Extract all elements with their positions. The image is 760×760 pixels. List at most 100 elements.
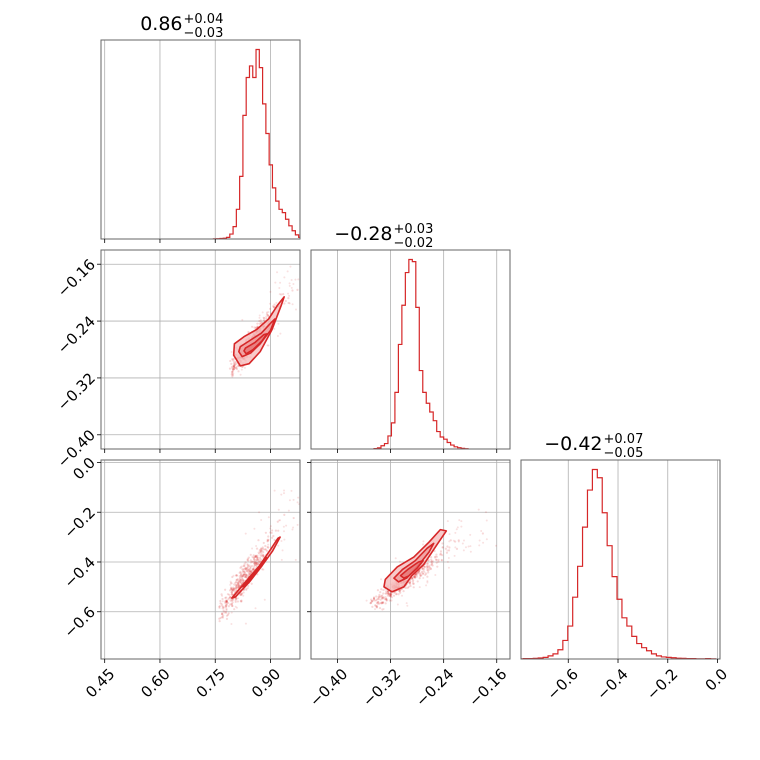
panel-title: 0.86 +0.04−0.03 [140, 12, 223, 41]
sample-point [374, 608, 377, 611]
histogram [212, 48, 300, 239]
sample-point [237, 585, 240, 589]
sample-point [231, 367, 234, 371]
sample-point [380, 578, 383, 581]
sample-point [257, 539, 260, 542]
sample-point [412, 582, 415, 585]
sample-point [237, 579, 240, 582]
sample-point [260, 547, 263, 551]
sample-point [395, 593, 398, 596]
sample-point [390, 592, 393, 596]
sample-point [370, 600, 374, 603]
sample-point [255, 562, 258, 566]
sample-point [389, 594, 392, 597]
histogram-step-line [373, 258, 469, 449]
sample-point [414, 574, 417, 577]
sample-point [435, 561, 438, 564]
sample-point [221, 612, 224, 615]
sample-point [435, 553, 438, 556]
sample-point [246, 566, 249, 569]
sample-point [269, 290, 272, 293]
sample-point [398, 560, 401, 563]
sample-point [448, 533, 451, 536]
sample-point [398, 589, 401, 592]
sample-point [279, 332, 282, 335]
sample-point [221, 600, 224, 603]
sample-point [423, 565, 426, 568]
sample-point [265, 549, 269, 552]
sample-point [256, 325, 259, 328]
panel-frame [310, 249, 511, 450]
sample-point [284, 299, 287, 303]
sample-point [405, 602, 408, 605]
sample-point [269, 531, 272, 534]
sample-point [221, 616, 224, 619]
sample-point [274, 281, 277, 284]
sample-point [255, 547, 259, 550]
sample-point [431, 564, 434, 567]
sample-point [229, 599, 232, 602]
y-tick-label: −0.4 [61, 553, 99, 591]
sample-point [381, 597, 384, 600]
sample-point [229, 580, 232, 583]
sample-point [265, 311, 269, 314]
sample-point [297, 278, 300, 281]
sample-point [445, 551, 449, 554]
sample-point [232, 368, 235, 371]
sample-point [254, 554, 257, 557]
sample-point [225, 600, 228, 603]
y-tick-label: −0.32 [54, 369, 99, 414]
sample-point [439, 552, 442, 555]
sample-point [426, 567, 429, 570]
sample-point [273, 305, 276, 308]
sample-point [296, 501, 299, 504]
sample-point [252, 566, 255, 569]
x-tick-label: −0.24 [412, 665, 457, 710]
sample-point [381, 597, 384, 600]
sample-point [422, 569, 425, 573]
sample-point [426, 581, 429, 584]
sample-point [253, 326, 256, 329]
sample-point [379, 595, 382, 598]
sample-point [247, 571, 250, 574]
sample-point [238, 575, 241, 578]
sample-point [264, 531, 267, 534]
panel-frame [100, 249, 301, 450]
sample-point [225, 608, 228, 611]
contour-level-3 [247, 563, 263, 581]
sample-point [253, 560, 256, 563]
panel-title: −0.42 +0.07−0.05 [544, 432, 643, 461]
title-upper-error: +0.04 [184, 12, 224, 27]
sample-point [232, 362, 236, 365]
sample-point [255, 556, 259, 559]
sample-point [380, 601, 383, 604]
sample-point [235, 586, 238, 589]
sample-point [241, 575, 244, 578]
sample-point [301, 492, 303, 494]
sample-point [258, 552, 261, 555]
title-lower-error: −0.03 [184, 26, 224, 41]
sample-point [377, 601, 380, 604]
sample-point [259, 550, 262, 553]
sample-point [241, 574, 245, 577]
title-lower-error: −0.05 [604, 446, 644, 461]
sample-point [446, 545, 449, 548]
sample-point [378, 593, 381, 596]
sample-point [254, 562, 257, 565]
sample-point [261, 568, 264, 571]
sample-point [259, 319, 262, 322]
sample-point [418, 586, 421, 589]
sample-point [270, 536, 274, 539]
sample-point [371, 605, 374, 608]
sample-point [240, 565, 243, 568]
sample-point [453, 554, 456, 557]
sample-point [221, 604, 224, 607]
sample-point [249, 553, 252, 556]
sample-point [290, 278, 293, 281]
sample-point [426, 565, 429, 568]
sample-point [439, 553, 442, 556]
sample-point [255, 564, 258, 567]
sample-point [242, 573, 246, 576]
sample-point [399, 591, 402, 594]
sample-point [233, 587, 236, 590]
